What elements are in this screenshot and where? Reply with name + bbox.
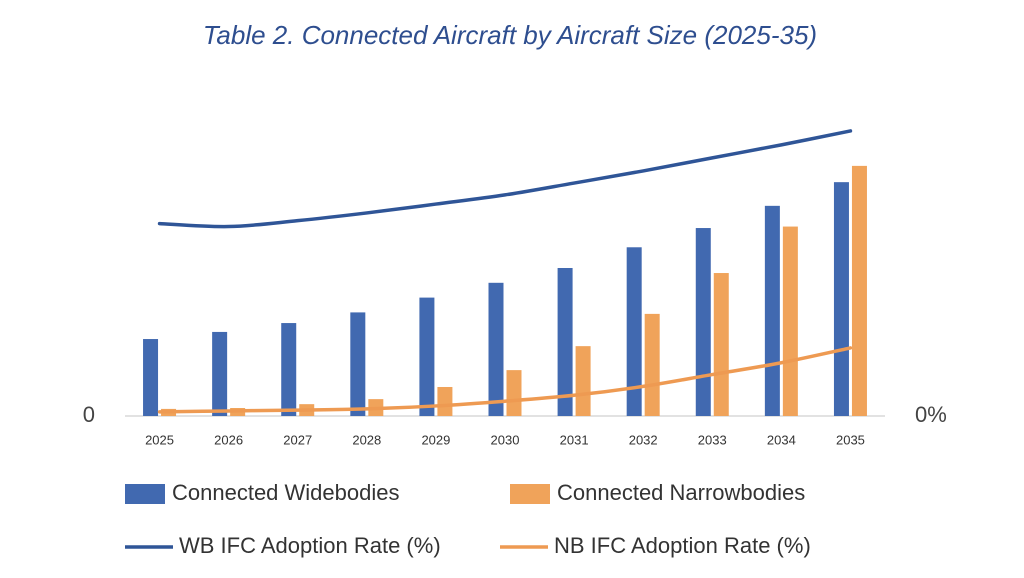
chart-title: Table 2. Connected Aircraft by Aircraft …: [203, 20, 817, 50]
line: [157, 129, 853, 229]
x-tick-label: 2026: [214, 432, 243, 447]
legend-swatch: [510, 484, 550, 504]
x-tick-label: 2031: [560, 432, 589, 447]
legend-label: Connected Widebodies: [172, 480, 399, 505]
legend-swatch: [125, 484, 165, 504]
bar: [764, 205, 780, 416]
bar: [212, 331, 228, 416]
x-tick-label: 2033: [698, 432, 727, 447]
bar: [644, 313, 660, 416]
bar: [506, 370, 522, 416]
line: [157, 346, 853, 414]
bar: [575, 346, 591, 416]
bar: [437, 386, 453, 416]
bar: [782, 226, 798, 416]
bar: [626, 247, 642, 416]
x-tick-label: 2032: [629, 432, 658, 447]
legend-label: WB IFC Adoption Rate (%): [179, 533, 441, 558]
x-tick-label: 2034: [767, 432, 796, 447]
x-tick-label: 2028: [352, 432, 381, 447]
bar: [695, 228, 711, 416]
bar: [143, 339, 159, 416]
bar: [488, 282, 504, 416]
y2-tick-label: 0%: [915, 402, 947, 427]
bar: [281, 323, 297, 416]
bar: [833, 182, 849, 416]
bar: [851, 165, 867, 416]
bar: [419, 297, 435, 416]
bar: [557, 268, 573, 416]
legend-label: NB IFC Adoption Rate (%): [554, 533, 811, 558]
bar: [713, 273, 729, 416]
y-tick-label: 0: [83, 402, 95, 427]
bar: [350, 312, 366, 416]
x-tick-label: 2025: [145, 432, 174, 447]
x-tick-label: 2035: [836, 432, 865, 447]
x-tick-label: 2027: [283, 432, 312, 447]
x-tick-label: 2029: [421, 432, 450, 447]
x-tick-label: 2030: [491, 432, 520, 447]
legend-label: Connected Narrowbodies: [557, 480, 805, 505]
